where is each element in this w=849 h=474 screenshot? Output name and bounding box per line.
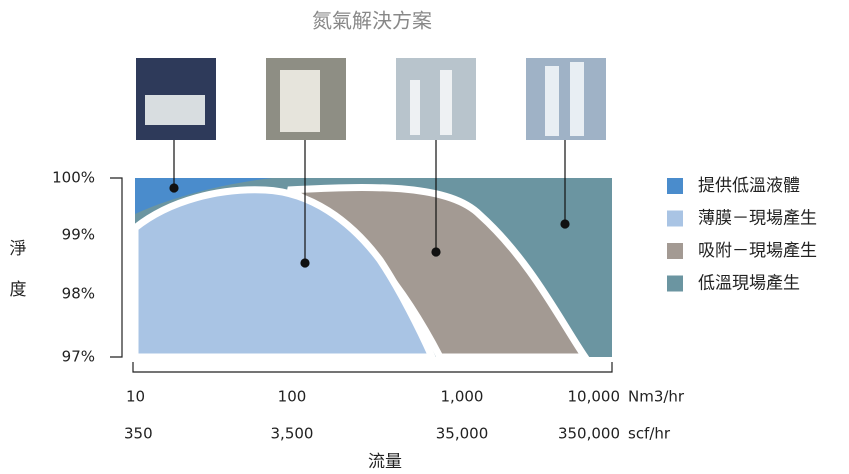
x-tick-label: 3,500 — [271, 425, 314, 443]
photo-cryogenic — [526, 58, 606, 140]
x-axis — [132, 362, 613, 373]
y-tick-label: 100% — [52, 169, 95, 187]
legend-label: 薄膜－現場產生 — [698, 209, 817, 229]
photo-adsorption — [396, 58, 476, 140]
region-liquid — [135, 178, 272, 214]
regions — [131, 178, 614, 365]
x-tick-label: 10 — [126, 388, 145, 406]
y-axis-label: 度 — [10, 280, 27, 300]
x-tick-label: 1,000 — [441, 388, 484, 406]
leader-dot — [300, 258, 310, 268]
photo-detail — [145, 95, 205, 125]
legend-swatch — [667, 243, 683, 259]
title: 氮氣解決方案 — [312, 9, 432, 33]
x-tick-label: 350 — [124, 425, 153, 443]
legend-swatch — [667, 210, 683, 227]
x-axis-label: 流量 — [368, 452, 402, 472]
leader-dot — [169, 183, 179, 193]
x-unit: Nm3/hr — [628, 388, 685, 406]
leaders — [169, 140, 570, 268]
photo-detail — [440, 70, 452, 135]
x-unit: scf/hr — [628, 425, 671, 443]
x-tick-label: 350,000 — [558, 425, 620, 443]
photo-detail — [570, 62, 584, 136]
leader-dot — [431, 247, 441, 257]
y-tick-label: 99% — [62, 226, 95, 244]
axes — [110, 177, 613, 373]
y-tick-label: 98% — [62, 285, 95, 303]
region-membrane — [131, 186, 438, 361]
x-tick-label: 100 — [278, 388, 307, 406]
photo-detail — [280, 70, 320, 132]
x-tick-label: 10,000 — [568, 388, 621, 406]
legend-label: 提供低溫液體 — [698, 176, 800, 196]
y-tick-label: 97% — [62, 348, 95, 366]
y-axis — [110, 177, 123, 358]
legend-label: 吸附－現場產生 — [698, 241, 817, 261]
photo-detail — [410, 80, 420, 135]
photos — [136, 58, 606, 140]
y-axis-label: 淨 — [10, 239, 27, 259]
legend-label: 低溫現場產生 — [698, 274, 800, 294]
legend-swatch — [667, 178, 683, 194]
x-tick-label: 35,000 — [436, 425, 489, 443]
legend-swatch — [667, 275, 683, 292]
mask — [132, 357, 614, 365]
photo-detail — [545, 66, 559, 136]
leader-dot — [560, 219, 570, 229]
